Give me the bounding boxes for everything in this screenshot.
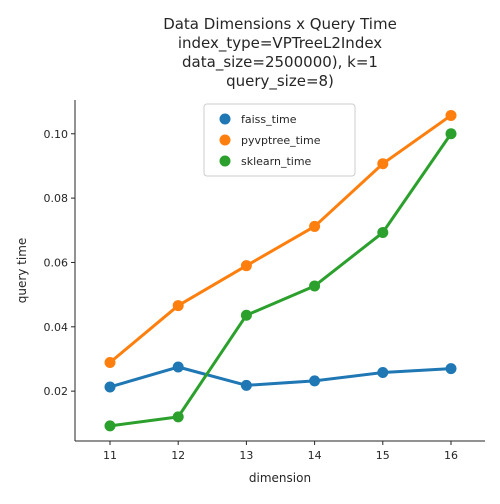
chart-title-line: query_size=8) [226, 72, 334, 91]
data-point [309, 220, 321, 232]
y-axis-ticks: 0.02 0.04 0.06 0.08 0.10 [44, 128, 75, 398]
y-tick-label: 0.08 [44, 192, 69, 205]
data-point [445, 128, 457, 140]
chart-title-line: Data Dimensions x Query Time [163, 15, 397, 33]
chart-title-line: index_type=VPTreeL2Index [178, 34, 382, 53]
legend-marker [219, 155, 231, 167]
series-lines [104, 109, 457, 432]
data-point [377, 366, 389, 378]
chart-title-line: data_size=2500000), k=1 [182, 53, 378, 72]
legend-item: sklearn_time [219, 155, 312, 168]
x-tick-label: 11 [103, 449, 117, 462]
data-point [104, 381, 116, 393]
x-axis-label: dimension [249, 471, 311, 485]
legend-marker [219, 134, 231, 146]
legend-marker [219, 113, 231, 125]
legend-label: sklearn_time [241, 155, 312, 168]
legend-label: pyvptree_time [241, 134, 321, 147]
y-tick-label: 0.02 [44, 385, 69, 398]
legend-item: faiss_time [219, 113, 297, 126]
legend-label: faiss_time [241, 113, 297, 126]
legend-box [203, 103, 356, 177]
data-point [240, 260, 252, 272]
x-tick-label: 15 [376, 449, 390, 462]
x-axis-ticks: 11 12 13 14 15 16 [103, 441, 458, 462]
x-tick-label: 12 [171, 449, 185, 462]
data-point [445, 109, 457, 121]
data-point [240, 379, 252, 391]
chart-title: Data Dimensions x Query Timeindex_type=V… [163, 15, 397, 91]
y-axis-label: query time [15, 238, 29, 304]
data-point [104, 420, 116, 432]
axes [74, 100, 485, 442]
legend: faiss_time pyvptree_time sklearn_time [203, 103, 356, 177]
legend-item: pyvptree_time [219, 134, 321, 147]
series-sklearn_time [104, 128, 457, 432]
y-tick-label: 0.06 [44, 256, 69, 269]
y-tick-label: 0.10 [44, 128, 69, 141]
series-line [108, 132, 453, 428]
data-point [172, 361, 184, 373]
series-faiss_time [104, 361, 457, 393]
data-point [240, 309, 252, 321]
x-tick-label: 13 [239, 449, 253, 462]
x-tick-label: 14 [308, 449, 322, 462]
y-tick-label: 0.04 [44, 321, 69, 334]
data-point [172, 411, 184, 423]
data-point [172, 300, 184, 312]
x-tick-label: 16 [444, 449, 458, 462]
series-pyvptree_time [104, 109, 457, 369]
data-point [377, 158, 389, 170]
data-point [445, 363, 457, 375]
data-point [309, 375, 321, 387]
data-point [309, 280, 321, 292]
series-line [108, 113, 453, 365]
data-point [104, 357, 116, 369]
data-point [377, 227, 389, 239]
series-line [108, 365, 453, 389]
